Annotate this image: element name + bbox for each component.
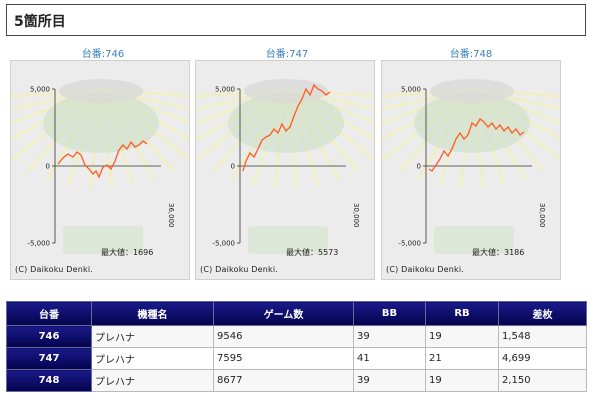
model-name-cell: プレハナ	[91, 325, 214, 348]
col-header-machine-no: 台番	[6, 301, 92, 326]
copyright-text: (C) Daikoku Denki.	[15, 265, 94, 274]
section-header: 5箇所目	[6, 4, 586, 36]
machine-label-747[interactable]: 台番:747	[265, 49, 309, 60]
games-cell: 7595	[213, 347, 354, 370]
bb-cell: 39	[353, 325, 426, 348]
col-header-bb: BB	[353, 301, 426, 326]
machine-number-cell[interactable]: 748	[6, 369, 92, 392]
games-cell: 9546	[213, 325, 354, 348]
svg-text:5,000: 5,000	[30, 86, 50, 94]
table-row[interactable]: 748 プレハナ 8677 39 19 2,150	[6, 369, 587, 392]
bb-cell: 39	[353, 369, 426, 392]
svg-text:0: 0	[417, 163, 421, 171]
diff-cell: 1,548	[498, 325, 587, 348]
table-row[interactable]: 747 プレハナ 7595 41 21 4,699	[6, 347, 587, 370]
svg-text:0: 0	[231, 163, 235, 171]
col-header-games: ゲーム数	[213, 301, 354, 326]
svg-text:5,000: 5,000	[401, 86, 421, 94]
slump-graph-747[interactable]: 5,000 0 -5,000 30,000 最大値：5573 (C) Daikoku …	[195, 60, 375, 280]
diff-cell: 2,150	[498, 369, 587, 392]
machine-number-cell[interactable]: 747	[6, 347, 92, 370]
rb-cell: 19	[425, 369, 499, 392]
graph-canvas: 5,000 0 -5,000 30,000	[382, 79, 560, 254]
model-name-cell: プレハナ	[91, 369, 214, 392]
machine-label-746[interactable]: 台番:746	[81, 49, 125, 60]
graph-canvas: 5,000 0 -5,000 30,000	[196, 79, 374, 254]
slump-line	[428, 118, 525, 172]
copyright-text: (C) Daikoku Denki.	[386, 265, 465, 274]
model-name-cell: プレハナ	[91, 347, 214, 370]
slump-line	[57, 140, 148, 179]
section-title: 5箇所目	[14, 14, 66, 30]
rb-cell: 19	[425, 325, 499, 348]
svg-text:-5,000: -5,000	[212, 240, 235, 248]
slump-line	[242, 83, 331, 172]
machine-data-table: 台番 機種名 ゲーム数 BB RB 差枚 746 プレハナ 9546 39 19…	[6, 301, 587, 392]
col-header-diff: 差枚	[498, 301, 587, 326]
games-cell: 8677	[213, 369, 354, 392]
table-row[interactable]: 746 プレハナ 9546 39 19 1,548	[6, 325, 587, 348]
svg-text:0: 0	[46, 163, 50, 171]
rb-cell: 21	[425, 347, 499, 370]
max-value-label: 最大値：5573	[286, 248, 339, 257]
svg-text:5,000: 5,000	[215, 86, 235, 94]
diff-cell: 4,699	[498, 347, 587, 370]
col-header-model-name: 機種名	[91, 301, 214, 326]
machine-label-748[interactable]: 台番:748	[449, 49, 493, 60]
svg-text:30,000: 30,000	[538, 203, 546, 228]
svg-text:36,000: 36,000	[167, 203, 175, 228]
svg-text:30,000: 30,000	[352, 203, 360, 228]
slump-graph-746[interactable]: 5,000 0 -5,000 36,000 最大値：1696 (C) Daikoku …	[10, 60, 190, 280]
col-header-rb: RB	[425, 301, 499, 326]
table-header-row: 台番 機種名 ゲーム数 BB RB 差枚	[6, 301, 587, 326]
copyright-text: (C) Daikoku Denki.	[200, 265, 279, 274]
bb-cell: 41	[353, 347, 426, 370]
graph-canvas: 5,000 0 -5,000 36,000	[11, 79, 189, 254]
max-value-label: 最大値：3186	[472, 248, 525, 257]
svg-text:-5,000: -5,000	[398, 240, 421, 248]
slump-graph-748[interactable]: 5,000 0 -5,000 30,000 最大値：3186 (C) Daikoku …	[381, 60, 561, 280]
svg-text:-5,000: -5,000	[27, 240, 50, 248]
max-value-label: 最大値：1696	[101, 248, 154, 257]
machine-number-cell[interactable]: 746	[6, 325, 92, 348]
